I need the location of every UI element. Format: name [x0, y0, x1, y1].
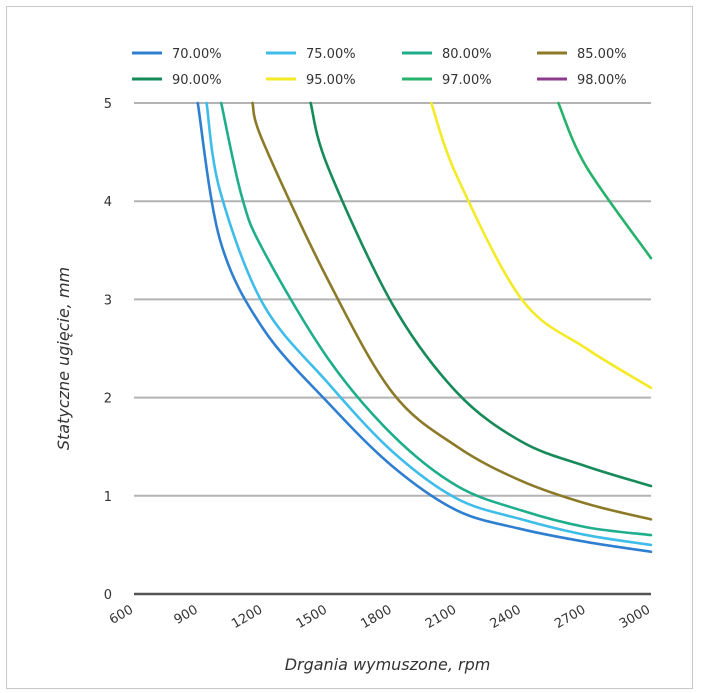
legend-label: 97.00%: [442, 73, 492, 88]
legend-item: 80.00%: [402, 47, 492, 62]
legend-item: 98.00%: [537, 73, 627, 88]
series-line-9000: [309, 101, 653, 488]
series-lines: [196, 101, 653, 554]
x-tick-label: 600: [107, 602, 136, 627]
y-tick-label: 1: [104, 490, 112, 505]
x-tick-label: 2400: [488, 602, 524, 632]
legend-label: 75.00%: [306, 47, 356, 62]
x-tick-label: 3000: [617, 602, 653, 632]
series-line-7500: [205, 101, 653, 547]
x-tick-label: 1500: [294, 602, 330, 632]
line-chart: 0 1 2 3 4 5 600 900 1200 1500 1800 2100 2400 2700 3000…: [54, 47, 653, 674]
x-tick-label: 2100: [423, 602, 459, 632]
x-tick-label: 900: [172, 602, 201, 627]
legend-label: 95.00%: [306, 73, 356, 88]
y-tick-label: 4: [104, 195, 112, 210]
y-axis-title: Statyczne ugięcie, mm: [54, 267, 73, 450]
series-line-8000: [219, 101, 653, 537]
legend-label: 70.00%: [172, 47, 222, 62]
legend-item: 97.00%: [402, 73, 492, 88]
legend-label: 85.00%: [577, 47, 627, 62]
y-tick-label: 2: [104, 392, 112, 407]
legend-item: 70.00%: [132, 47, 222, 62]
y-tick-label: 3: [104, 293, 112, 308]
x-tick-label: 1200: [229, 602, 265, 632]
legend-item: 75.00%: [266, 47, 356, 62]
axes: 0 1 2 3 4 5 600 900 1200 1500 1800 2100 2400 2700 3000: [104, 97, 653, 632]
y-tick-label: 0: [104, 588, 112, 603]
series-line-9700: [557, 101, 653, 260]
x-axis-title: Drgania wymuszone, rpm: [285, 655, 491, 674]
y-tick-label: 5: [104, 97, 112, 112]
x-tick-label: 2700: [552, 602, 588, 632]
legend-item: 95.00%: [266, 73, 356, 88]
x-tick-label: 1800: [358, 602, 394, 632]
series-line-7000: [196, 101, 653, 554]
legend-label: 98.00%: [577, 73, 627, 88]
legend-label: 80.00%: [442, 47, 492, 62]
series-line-9500: [429, 101, 653, 390]
series-line-8500: [251, 101, 653, 521]
legend: 70.00% 75.00% 80.00% 85.00% 90.00% 95.00% 97.0…: [132, 47, 627, 88]
chart-frame: 0 1 2 3 4 5 600 900 1200 1500 1800 2100 2400 2700 3000…: [6, 6, 693, 689]
legend-label: 90.00%: [172, 73, 222, 88]
legend-item: 85.00%: [537, 47, 627, 62]
legend-item: 90.00%: [132, 73, 222, 88]
grid-lines: [134, 102, 651, 497]
